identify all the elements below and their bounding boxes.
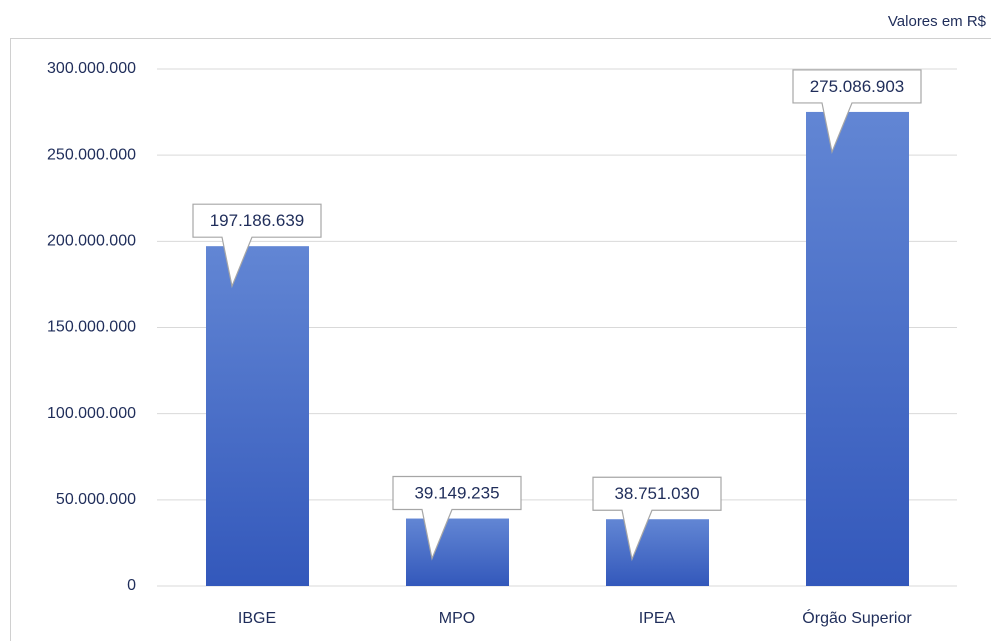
y-tick-label: 250.000.000	[47, 146, 136, 163]
y-tick-label: 0	[127, 577, 136, 594]
y-tick-label: 100.000.000	[47, 405, 136, 422]
x-tick-label: Órgão Superior	[802, 608, 912, 627]
data-label: 275.086.903	[810, 77, 905, 96]
x-tick-label: IBGE	[238, 610, 276, 627]
y-tick-label: 200.000.000	[47, 233, 136, 250]
callout	[392, 475, 522, 561]
bar	[606, 519, 709, 586]
annotation: Valores em R$	[888, 13, 987, 30]
bar	[406, 518, 509, 586]
y-tick-label: 150.000.000	[47, 319, 136, 336]
chart-frame	[10, 38, 991, 641]
callout	[792, 69, 922, 154]
x-tick-label: MPO	[439, 610, 475, 627]
data-label: 197.186.639	[210, 211, 305, 230]
callout	[592, 476, 722, 562]
y-tick-label: 300.000.000	[47, 60, 136, 77]
x-tick-label: IPEA	[639, 610, 676, 627]
bar	[206, 246, 309, 586]
y-tick-label: 50.000.000	[56, 491, 136, 508]
callout	[192, 203, 322, 289]
data-label: 39.149.235	[414, 484, 499, 503]
bar	[806, 111, 909, 587]
data-label: 38.751.030	[614, 484, 699, 503]
